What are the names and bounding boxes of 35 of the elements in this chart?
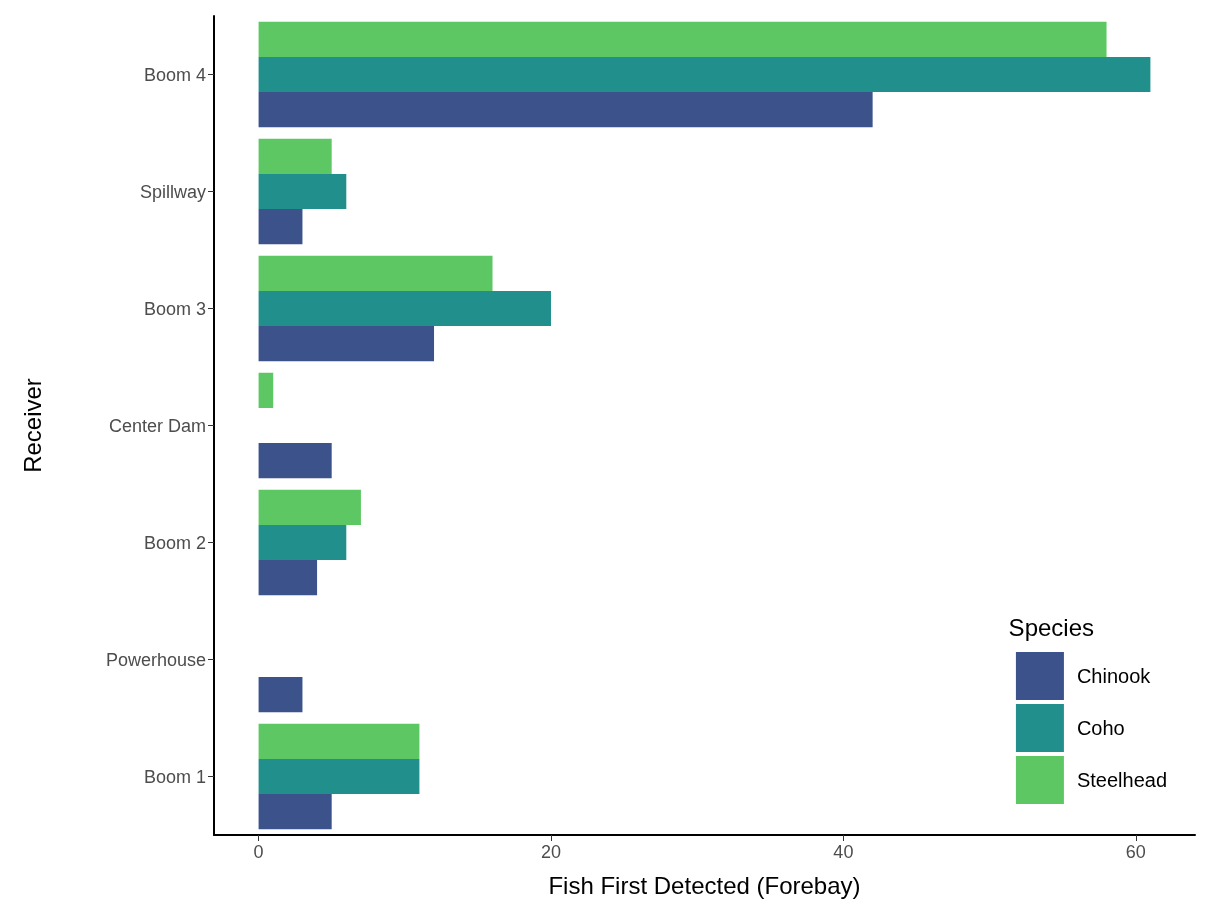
bar xyxy=(258,290,551,327)
y-axis-title: Receiver xyxy=(18,378,46,473)
bar xyxy=(258,443,332,479)
bar xyxy=(258,173,347,210)
bar xyxy=(258,560,318,596)
legend-title: Species xyxy=(1008,613,1095,641)
bar xyxy=(258,255,493,291)
y-tick-label: Boom 3 xyxy=(143,298,206,319)
bar xyxy=(258,209,303,245)
bar xyxy=(258,524,347,561)
legend-label: Coho xyxy=(1076,717,1125,739)
bar xyxy=(258,326,435,362)
y-tick-label: Boom 2 xyxy=(143,532,206,553)
bar xyxy=(258,21,1107,57)
bar xyxy=(258,56,1151,93)
x-tick-label: 60 xyxy=(1125,842,1146,862)
bar xyxy=(258,794,332,830)
x-axis-title: Fish First Detected (Forebay) xyxy=(548,871,861,899)
bar xyxy=(258,489,361,525)
x-tick-label: 20 xyxy=(540,842,562,862)
y-tick-label: Boom 1 xyxy=(143,766,206,787)
legend-label: Steelhead xyxy=(1076,769,1167,791)
x-tick-label: 0 xyxy=(253,842,264,862)
y-tick-label: Powerhouse xyxy=(105,649,206,670)
y-tick-label: Center Dam xyxy=(108,415,206,436)
bar xyxy=(258,92,873,128)
bar xyxy=(258,372,274,408)
bar xyxy=(258,677,303,713)
legend-label: Chinook xyxy=(1076,665,1152,687)
bar xyxy=(258,758,420,795)
bar xyxy=(258,138,332,174)
y-tick-label: Boom 4 xyxy=(143,64,206,85)
x-tick-label: 40 xyxy=(833,842,854,862)
y-tick-label: Spillway xyxy=(139,181,206,202)
bar xyxy=(258,723,420,759)
